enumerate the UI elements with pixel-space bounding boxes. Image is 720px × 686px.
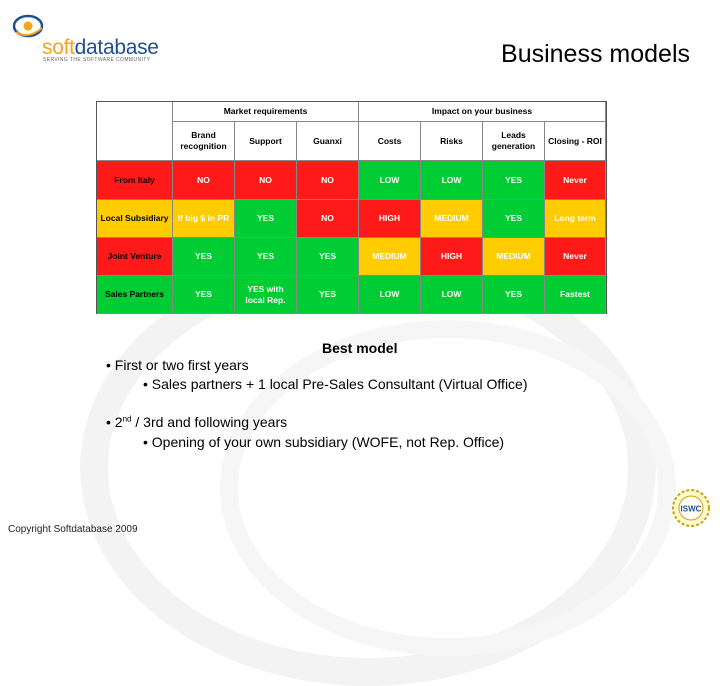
- background-swoosh: [220, 320, 676, 656]
- table-cell: If big $ in PR: [173, 200, 235, 238]
- table-cell: HIGH: [421, 238, 483, 276]
- table-cell: LOW: [359, 161, 421, 200]
- best-model-label: Best model: [322, 340, 398, 356]
- logo-globe-icon: [12, 14, 44, 38]
- table-cell: YES: [297, 276, 359, 314]
- bullet-subitem: • Opening of your own subsidiary (WOFE, …: [143, 434, 505, 450]
- row-label: Joint Venture: [97, 238, 173, 276]
- table-cell: YES: [483, 161, 545, 200]
- table-cell: LOW: [421, 161, 483, 200]
- table-cell: Fastest: [545, 276, 606, 314]
- table-cell: YES: [173, 276, 235, 314]
- column-header: Costs: [359, 122, 421, 161]
- table-cell: YES: [483, 276, 545, 314]
- bullet-item: • First or two first years: [106, 357, 249, 373]
- table-cell: YES: [235, 238, 297, 276]
- column-header: Brand recognition: [173, 122, 235, 161]
- table-cell: MEDIUM: [421, 200, 483, 238]
- row-label: From Italy: [97, 161, 173, 200]
- table-corner: [97, 102, 173, 161]
- svg-text:ISWC: ISWC: [681, 505, 702, 514]
- logo-database-text: database: [74, 36, 159, 59]
- table-cell: Long term: [545, 200, 606, 238]
- column-header: Closing - ROI: [545, 122, 606, 161]
- column-header: Support: [235, 122, 297, 161]
- table-cell: MEDIUM: [359, 238, 421, 276]
- copyright-text: Copyright Softdatabase 2009: [8, 524, 138, 535]
- business-models-table: Market requirements Impact on your busine…: [96, 101, 607, 314]
- table-cell: YES with local Rep.: [235, 276, 297, 314]
- table-cell: NO: [235, 161, 297, 200]
- column-header: Leads generation: [483, 122, 545, 161]
- table-cell: YES: [297, 238, 359, 276]
- table-cell: LOW: [359, 276, 421, 314]
- bullet-subitem: • Sales partners + 1 local Pre-Sales Con…: [143, 376, 528, 392]
- table-cell: NO: [173, 161, 235, 200]
- group-header-market: Market requirements: [173, 102, 359, 122]
- logo-soft-text: soft: [42, 36, 75, 59]
- table-cell: YES: [235, 200, 297, 238]
- table-cell: NO: [297, 200, 359, 238]
- group-header-impact: Impact on your business: [359, 102, 606, 122]
- logo-tagline: SERVING THE SOFTWARE COMMUNITY: [43, 57, 151, 63]
- column-header: Risks: [421, 122, 483, 161]
- table-cell: Never: [545, 238, 606, 276]
- table-cell: LOW: [421, 276, 483, 314]
- row-label: Local Subsidiary: [97, 200, 173, 238]
- table-cell: HIGH: [359, 200, 421, 238]
- table-cell: YES: [173, 238, 235, 276]
- table-cell: NO: [297, 161, 359, 200]
- row-label: Sales Partners: [97, 276, 173, 314]
- table-cell: MEDIUM: [483, 238, 545, 276]
- column-header: Guanxi: [297, 122, 359, 161]
- table-cell: YES: [483, 200, 545, 238]
- iswc-badge-icon: ISWC: [672, 489, 710, 527]
- softdatabase-logo: softdatabase SERVING THE SOFTWARE COMMUN…: [10, 10, 170, 63]
- slide-title: Business models: [501, 40, 690, 68]
- table-cell: Never: [545, 161, 606, 200]
- bullet-item: • 2nd / 3rd and following years: [106, 414, 288, 430]
